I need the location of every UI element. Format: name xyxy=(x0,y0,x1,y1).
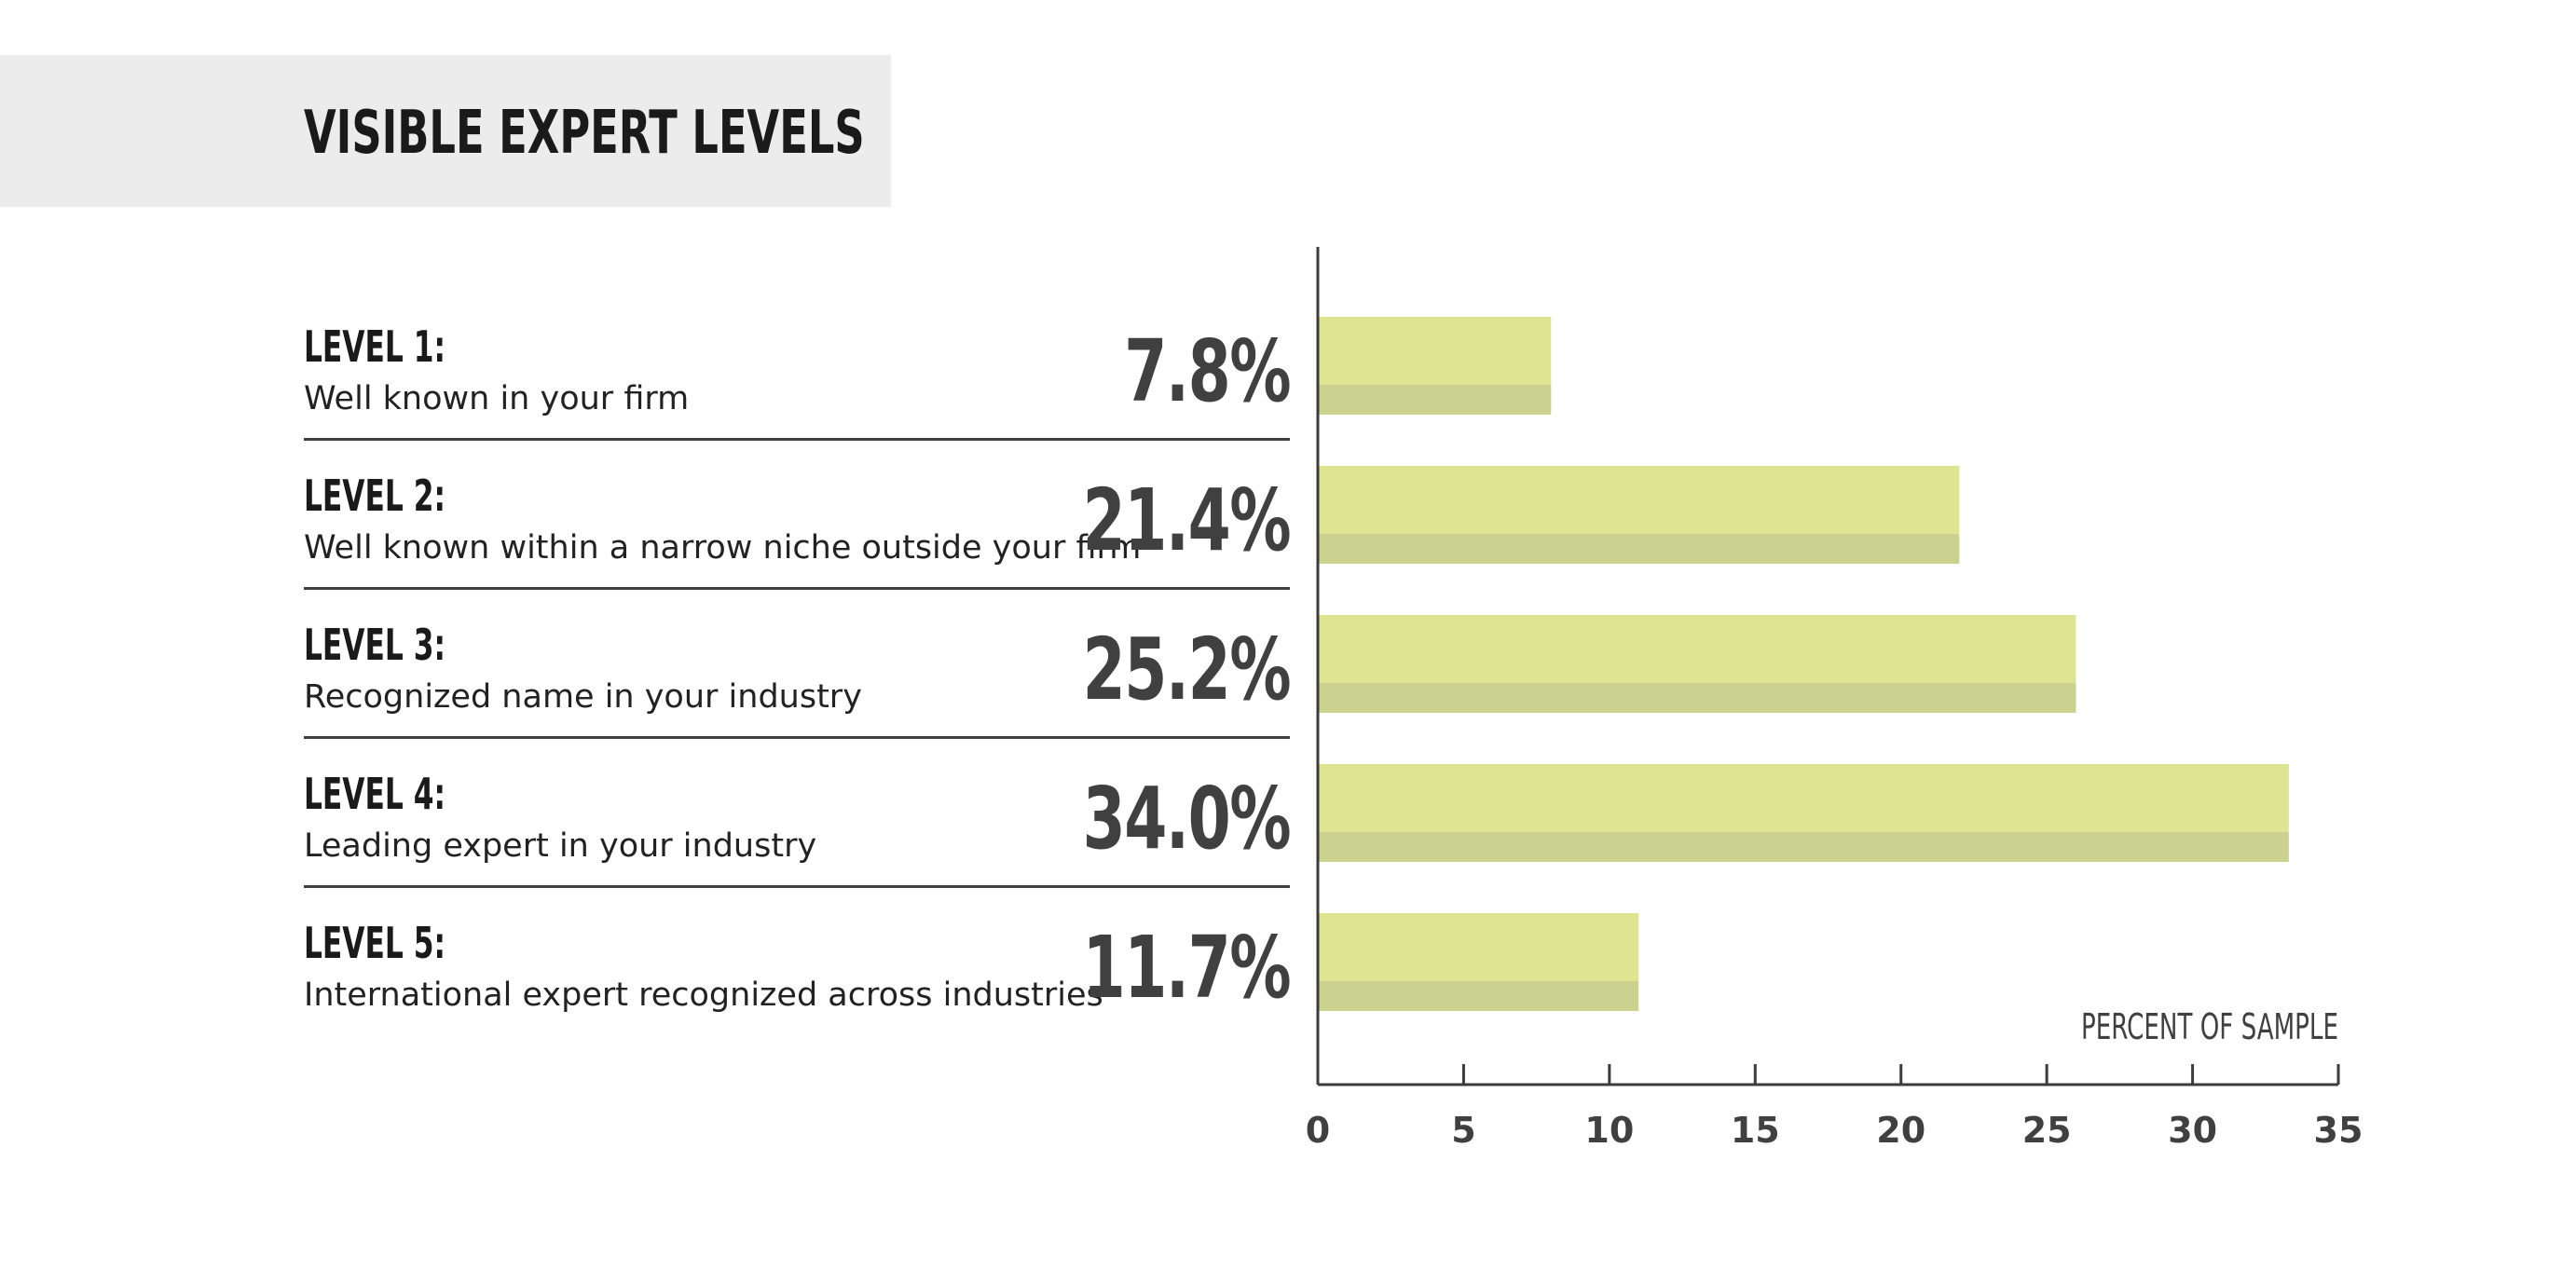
axes-group: 0 5 10 15 20 25 30 35 xyxy=(1306,247,2364,1151)
level-label: LEVEL 3: xyxy=(304,620,445,670)
bar-top-segment xyxy=(1318,466,1960,534)
bar-4 xyxy=(1318,764,2289,862)
x-tick-label: 35 xyxy=(2314,1110,2364,1151)
level-row-2: LEVEL 2: Well known within a narrow nich… xyxy=(304,460,1291,609)
x-tick-label: 25 xyxy=(2022,1110,2072,1151)
row-separator xyxy=(304,438,1290,441)
bar-bottom-segment xyxy=(1318,832,2289,862)
bar-5 xyxy=(1318,913,1639,1011)
level-percent: 21.4% xyxy=(1082,471,1291,570)
x-tick-label: 5 xyxy=(1451,1110,1475,1151)
row-separator xyxy=(304,885,1290,888)
level-description: Well known within a narrow niche outside… xyxy=(304,529,1142,567)
x-tick-label: 10 xyxy=(1584,1110,1634,1151)
bar-bottom-segment xyxy=(1318,683,2076,713)
level-row-3: LEVEL 3: Recognized name in your industr… xyxy=(304,609,1291,758)
level-label: LEVEL 5: xyxy=(304,918,445,968)
bar-top-segment xyxy=(1318,615,2076,683)
x-tick-label: 30 xyxy=(2168,1110,2217,1151)
bar-top-segment xyxy=(1318,317,1552,385)
level-percent: 11.7% xyxy=(1082,918,1291,1018)
level-description: Leading expert in your industry xyxy=(304,827,817,865)
bar-group xyxy=(1318,317,2289,1011)
level-row-4: LEVEL 4: Leading expert in your industry… xyxy=(304,758,1291,908)
level-percent: 7.8% xyxy=(1124,321,1291,421)
level-description: International expert recognized across i… xyxy=(304,977,1103,1014)
level-row-5: LEVEL 5: International expert recognized… xyxy=(304,908,1291,1057)
bar-bottom-segment xyxy=(1318,534,1960,564)
chart-title: VISIBLE EXPERT LEVELS xyxy=(304,99,865,168)
bar-bottom-segment xyxy=(1318,981,1639,1011)
bar-1 xyxy=(1318,317,1552,415)
x-axis-label: PERCENT OF SAMPLE xyxy=(2081,1006,2338,1047)
level-description: Well known in your firm xyxy=(304,380,690,417)
level-label: LEVEL 4: xyxy=(304,769,445,819)
row-separator xyxy=(304,736,1290,739)
x-tick-label: 0 xyxy=(1306,1110,1330,1151)
bar-3 xyxy=(1318,615,2076,713)
row-separator xyxy=(304,587,1290,590)
level-description: Recognized name in your industry xyxy=(304,678,862,716)
title-band xyxy=(0,55,891,207)
bar-top-segment xyxy=(1318,764,2289,832)
level-percent: 34.0% xyxy=(1082,769,1291,868)
x-tick-label: 20 xyxy=(1876,1110,1925,1151)
level-label: LEVEL 2: xyxy=(304,471,445,521)
level-percent: 25.2% xyxy=(1082,620,1291,719)
bar-bottom-segment xyxy=(1318,385,1552,415)
bar-top-segment xyxy=(1318,913,1639,981)
bar-2 xyxy=(1318,466,1960,564)
level-row-1: LEVEL 1: Well known in your firm 7.8% xyxy=(304,311,1291,460)
x-tick-label: 15 xyxy=(1731,1110,1780,1151)
level-label: LEVEL 1: xyxy=(304,321,445,372)
